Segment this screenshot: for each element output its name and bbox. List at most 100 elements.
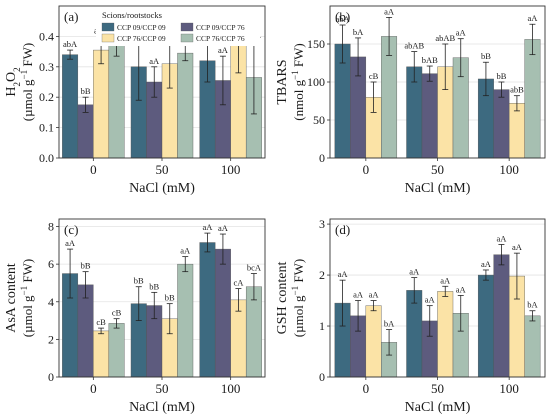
significance-label: aA	[218, 223, 229, 233]
y-tick-label: 1	[319, 319, 325, 333]
significance-label: abB	[510, 85, 524, 95]
x-tick-label: 100	[499, 162, 519, 177]
chart-panel: 0 50 100 150 abA abAB bB bA bAB bB cB abAB abB aA aA aA…	[275, 5, 546, 196]
bar	[524, 315, 541, 378]
y-axis-label: GSH content (µmol g−1 FW)	[275, 259, 306, 337]
y-axis-label-line2: (µmol g−1 FW)	[290, 259, 306, 337]
y-axis-label-line1: TBARS	[275, 59, 290, 104]
significance-label: aA	[512, 242, 523, 252]
significance-label: bB	[496, 71, 506, 81]
significance-label: bA	[384, 319, 395, 329]
significance-label: aA	[218, 45, 229, 55]
y-tick-label: 0.3	[39, 60, 54, 74]
legend-swatch	[101, 33, 115, 43]
bar	[477, 274, 494, 378]
x-tick-label: 50	[431, 381, 444, 396]
significance-label: abAB	[435, 33, 455, 43]
x-axis-label: NaCl (mM)	[405, 400, 471, 415]
bar	[421, 73, 438, 159]
bar	[62, 54, 79, 159]
bar	[108, 43, 125, 159]
panel-label: (b)	[335, 9, 350, 24]
bar	[508, 103, 525, 159]
y-tick-label: 100	[307, 75, 325, 89]
x-axis-label: NaCl (mM)	[129, 400, 195, 415]
y-tick-label: 0.0	[39, 151, 54, 165]
plot-frame	[58, 218, 266, 378]
x-tick-label: 50	[156, 162, 169, 177]
y-tick-label: 2	[319, 268, 325, 282]
bar	[177, 52, 194, 159]
panel-label: (a)	[64, 9, 78, 24]
plot-frame	[58, 5, 266, 159]
significance-label: aA	[456, 28, 467, 38]
significance-label: bB	[81, 261, 91, 271]
bar	[365, 305, 382, 378]
bar	[524, 39, 541, 159]
significance-label: aA	[202, 222, 213, 232]
x-tick-label: 50	[431, 162, 444, 177]
x-tick-label: 0	[363, 381, 370, 396]
legend-entry: CCP 76/CCP 09	[117, 34, 166, 43]
bar	[177, 263, 194, 378]
y-tick-label: 0	[319, 151, 325, 165]
plot-frame	[329, 218, 546, 378]
y-axis-label-line2: (µmol g−1 FW)	[19, 43, 35, 121]
significance-label: aA	[409, 267, 420, 277]
significance-label: bB	[149, 281, 159, 291]
y-tick-label: 150	[307, 37, 325, 51]
significance-label: bA	[353, 27, 364, 37]
x-axis-label: NaCl (mM)	[405, 181, 471, 196]
y-tick-label: 2	[48, 332, 54, 346]
significance-label: abAB	[404, 41, 424, 51]
x-tick-label: 100	[221, 162, 241, 177]
significance-label: aA	[527, 13, 538, 23]
x-tick-label: 0	[90, 162, 97, 177]
significance-label: aA	[481, 259, 492, 269]
significance-label: bB	[134, 276, 144, 286]
significance-label: aA	[425, 295, 436, 305]
y-axis-label: TBARS (nmol g−1 FW)	[275, 43, 306, 120]
significance-label: aA	[440, 275, 451, 285]
significance-label: cB	[369, 71, 379, 81]
x-axis-label: NaCl (mM)	[129, 181, 195, 196]
y-axis-label-line2: (µmol g−1 FW)	[19, 259, 35, 337]
significance-label: aA	[180, 246, 191, 256]
y-tick-label: 3	[319, 217, 325, 231]
significance-label: aA	[384, 6, 395, 16]
x-tick-label: 100	[499, 381, 519, 396]
significance-label: aA	[496, 233, 507, 243]
bar	[93, 330, 110, 378]
bar	[77, 284, 94, 378]
y-axis-label-line1: H2O2	[4, 67, 22, 96]
significance-label: bA	[527, 300, 538, 310]
y-tick-label: 8	[48, 220, 54, 234]
y-axis-label: AsA content (µmol g−1 FW)	[4, 259, 35, 337]
y-tick-label: 0.4	[39, 29, 54, 43]
panel-label: (c)	[64, 222, 78, 237]
y-axis-label: H2O2(µmol g−1 FW)	[4, 43, 35, 121]
y-axis-label-line1: GSH content	[275, 262, 290, 335]
y-tick-label: 0	[319, 370, 325, 384]
legend-swatch	[180, 33, 194, 43]
x-tick-label: 50	[156, 381, 169, 396]
significance-label: cA	[233, 278, 244, 288]
y-tick-label: 0.1	[39, 121, 54, 135]
significance-label: aA	[338, 269, 349, 279]
legend-swatch	[101, 22, 115, 32]
y-axis-label-line1: AsA content	[4, 263, 19, 333]
significance-label: bAB	[422, 55, 438, 65]
chart-panel: 0.00.10.20.30.4abAaAabAbBaAaAabAabAaAaAa…	[4, 5, 266, 196]
y-tick-label: 6	[48, 257, 54, 271]
plot-frame	[329, 5, 546, 159]
significance-label: aA	[65, 238, 76, 248]
chart-panel: 0 2 4 6 8 aA bB aA bB bB aA cB bB cA cB aA bcA 0 50 100 NaCl…	[4, 218, 266, 415]
bar	[493, 89, 510, 159]
significance-label: bB	[165, 293, 175, 303]
significance-label: cB	[96, 317, 106, 327]
significance-label: cB	[112, 308, 122, 318]
bar	[214, 248, 231, 378]
x-tick-label: 0	[90, 381, 97, 396]
significance-label: aA	[456, 284, 467, 294]
y-axis-label-line2: (nmol g−1 FW)	[290, 43, 306, 120]
